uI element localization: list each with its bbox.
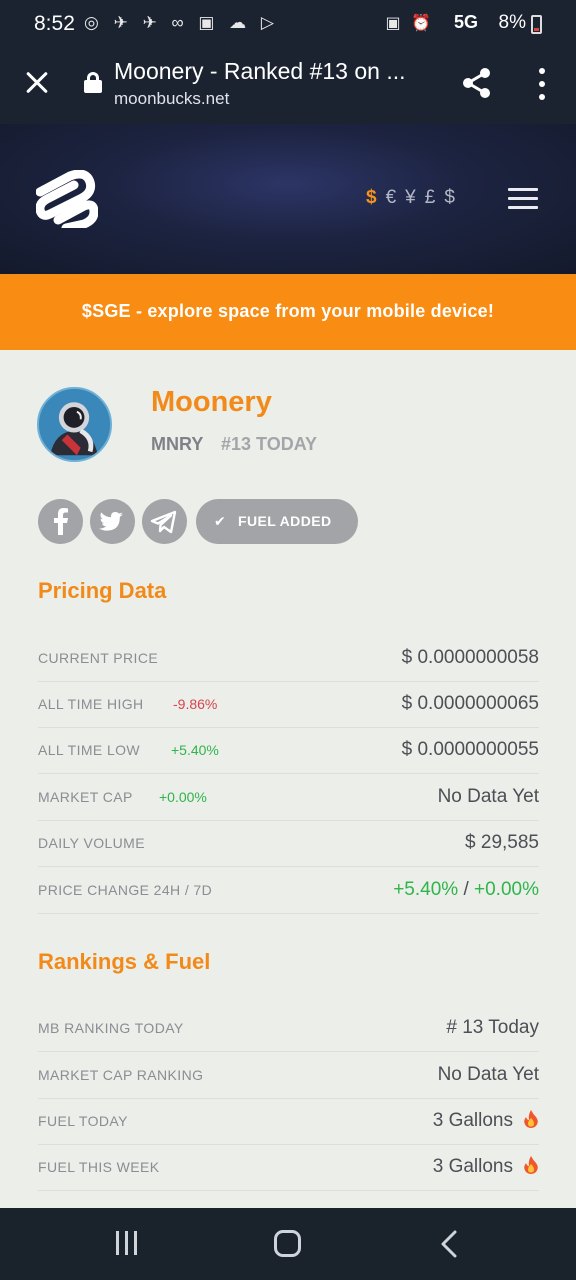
promo-banner[interactable]: $SGE - explore space from your mobile de…: [0, 274, 576, 350]
page-url[interactable]: moonbucks.net: [114, 89, 230, 108]
currency-selector: $€¥£$: [366, 187, 464, 209]
home-icon[interactable]: [274, 1230, 301, 1257]
battery-icon: [531, 15, 542, 34]
recent-apps-icon[interactable]: [116, 1231, 138, 1255]
change-7d: +0.00%: [474, 879, 539, 900]
flame-icon: [524, 1156, 538, 1174]
moonbucks-logo-icon[interactable]: [36, 170, 98, 228]
twitter-button[interactable]: [90, 499, 135, 544]
checkmark-icon: ✔: [214, 513, 227, 529]
facebook-icon: [54, 508, 68, 535]
system-navigation-bar: [0, 1208, 576, 1280]
currency-gbp[interactable]: £: [424, 187, 445, 208]
astronaut-icon: [39, 389, 109, 459]
site-header: $€¥£$: [0, 124, 576, 274]
coin-avatar: [37, 387, 112, 462]
currency-usd[interactable]: $: [366, 187, 386, 208]
table-row: PRICE CHANGE 24H / 7D +5.40% / +0.00%: [38, 868, 539, 914]
status-time: 8:52: [34, 12, 75, 35]
alarm-icons: ▣ ⏰: [385, 15, 434, 32]
table-row: MB RANKING TODAY # 13 Today: [38, 1006, 539, 1052]
lock-icon[interactable]: [84, 72, 102, 93]
table-row: FUEL THIS WEEK 3 Gallons: [38, 1145, 539, 1191]
coin-name: Moonery: [151, 386, 272, 418]
table-row: MARKET CAP RANKING No Data Yet: [38, 1053, 539, 1099]
close-tab-button[interactable]: [22, 68, 52, 98]
facebook-button[interactable]: [38, 499, 83, 544]
table-row: ALL TIME LOW +5.40% $ 0.0000000055: [38, 728, 539, 774]
telegram-icon: [150, 510, 177, 534]
back-icon[interactable]: [438, 1230, 462, 1258]
more-options-button[interactable]: [534, 68, 550, 100]
currency-cad[interactable]: $: [444, 187, 464, 208]
twitter-icon: [99, 512, 123, 531]
change-24h: +5.40%: [393, 879, 459, 900]
flame-icon: [524, 1110, 538, 1128]
network-indicator: 5G: [453, 12, 478, 32]
pricing-section-title: Pricing Data: [38, 578, 167, 603]
coin-ticker: MNRY: [151, 434, 204, 454]
page-title[interactable]: Moonery - Ranked #13 on ...: [114, 58, 406, 84]
rankings-section-title: Rankings & Fuel: [38, 949, 211, 974]
table-row: CURRENT PRICE $ 0.0000000058: [38, 636, 539, 682]
table-row: ALL TIME HIGH -9.86% $ 0.0000000065: [38, 682, 539, 728]
atl-change: +5.40%: [171, 742, 219, 758]
notification-icons: ◎ ✈ ✈ ∞ ▣ ☁ ▷: [84, 13, 279, 32]
ath-change: -9.86%: [173, 696, 218, 712]
currency-eur[interactable]: €: [385, 187, 406, 208]
market-cap-change: +0.00%: [159, 789, 207, 805]
browser-toolbar: Moonery - Ranked #13 on ... moonbucks.ne…: [0, 48, 576, 124]
table-row: DAILY VOLUME $ 29,585: [38, 821, 539, 867]
battery-percent: 8%: [498, 12, 526, 33]
hamburger-menu-icon[interactable]: [508, 188, 538, 210]
table-row: FUEL TODAY 3 Gallons: [38, 1099, 539, 1145]
table-row: MARKET CAP +0.00% No Data Yet: [38, 775, 539, 821]
currency-jpy[interactable]: ¥: [405, 187, 425, 208]
coin-rank: #13 TODAY: [221, 434, 318, 454]
status-bar: 8:52 ◎ ✈ ✈ ∞ ▣ ☁ ▷ ▣ ⏰ 5G 8%: [0, 0, 576, 48]
share-icon[interactable]: [460, 66, 494, 100]
telegram-button[interactable]: [142, 499, 187, 544]
fuel-added-badge[interactable]: ✔ FUEL ADDED: [196, 499, 358, 544]
